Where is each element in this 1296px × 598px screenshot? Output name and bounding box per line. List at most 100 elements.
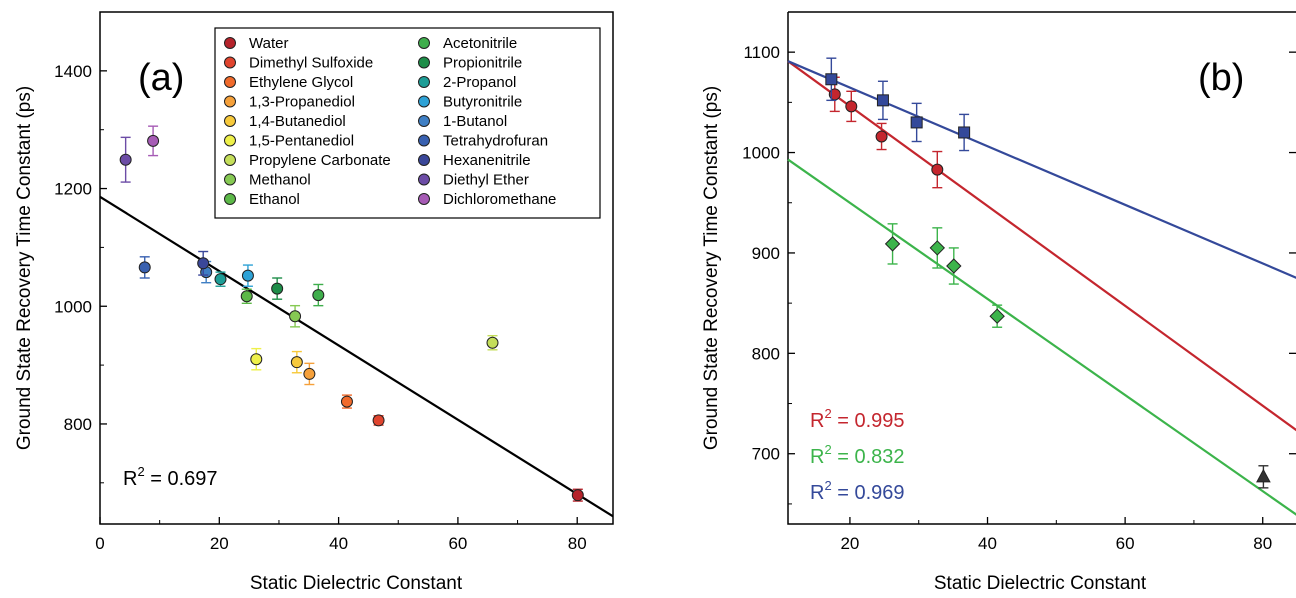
y-tick-label-b: 1000 (742, 144, 780, 163)
legend-marker (224, 95, 236, 108)
legend-marker (224, 56, 236, 69)
point-marker (931, 163, 944, 176)
legend-item: Hexanenitrile (418, 152, 531, 169)
point-marker (946, 258, 962, 274)
data-point-a (289, 304, 302, 328)
data-point-a (486, 334, 499, 351)
point-marker (312, 289, 325, 302)
r2-prefix: R (810, 410, 824, 432)
data-point-a (271, 277, 284, 300)
point-marker (845, 100, 858, 113)
legend-item: Ethanol (224, 191, 300, 208)
y-tick-label-b: 700 (752, 445, 780, 464)
point-marker (240, 290, 253, 303)
r2-exp: 2 (824, 406, 831, 421)
y-axis-title-b: Ground State Recovery Time Constant (ps) (701, 86, 722, 450)
x-tick-label-a: 20 (210, 534, 229, 553)
legend-item: Ethylene Glycol (224, 74, 353, 91)
point-marker (958, 126, 971, 139)
data-point-a (147, 125, 160, 157)
data-point-b (958, 113, 971, 152)
legend-item: Water (224, 35, 288, 52)
point-marker (250, 353, 263, 366)
y-tick-label-b: 800 (752, 344, 780, 363)
r2-exp: 2 (824, 442, 831, 457)
legend-label: Methanol (249, 172, 311, 189)
data-point-b (989, 304, 1005, 328)
point-marker (147, 134, 160, 147)
r2-annotation-b: R2 = 0.995 (810, 406, 905, 432)
legend-item: Tetrahydrofuran (418, 133, 548, 150)
legend-item: Butyronitrile (418, 94, 522, 111)
legend-label: 1,5-Pentanediol (249, 133, 354, 150)
r2-annotation-a: R2 = 0.697 (123, 464, 218, 490)
x-tick-label-b: 40 (978, 534, 997, 553)
legend-marker (418, 37, 430, 49)
legend-marker (224, 134, 236, 147)
legend-label: Dimethyl Sulfoxide (249, 55, 373, 72)
panel-label-b: (b) (1198, 57, 1244, 99)
x-tick-label-a: 40 (329, 534, 348, 553)
legend-marker (418, 56, 430, 69)
legend-marker (418, 193, 430, 205)
data-point-b (845, 90, 858, 123)
legend-marker (224, 37, 236, 49)
legend-marker (224, 76, 236, 88)
data-point-b (825, 57, 838, 102)
x-tick-label-b: 80 (1253, 534, 1272, 553)
legend-item: Dichloromethane (418, 191, 556, 208)
legend-label: Ethanol (249, 191, 300, 208)
point-marker (875, 130, 888, 143)
point-marker (119, 153, 132, 166)
legend-item: Dimethyl Sulfoxide (224, 55, 373, 72)
legend-item: Acetonitrile (418, 35, 517, 52)
fit-line-b (787, 158, 1296, 516)
data-point-b (946, 247, 962, 285)
legend-box (214, 27, 601, 219)
data-point-a (240, 288, 253, 305)
legend-label: Dichloromethane (443, 191, 556, 208)
legend-label: Hexanenitrile (443, 152, 531, 169)
legend-label: Acetonitrile (443, 35, 517, 52)
data-point-a (214, 271, 227, 287)
point-marker (138, 261, 151, 274)
legend-marker (418, 173, 430, 186)
legend-label: Propionitrile (443, 55, 522, 72)
point-marker (876, 94, 889, 107)
legend-label: Ethylene Glycol (249, 74, 353, 91)
ticks-b: 20 40 60 80 700 800 900 1000 1100 (742, 43, 1296, 553)
x-axis-title-a: Static Dielectric Constant (250, 573, 463, 594)
point-marker (214, 273, 227, 286)
point-marker (929, 240, 946, 256)
fit-line-b (787, 60, 1296, 432)
point-marker (486, 336, 499, 349)
data-point-b (929, 227, 946, 269)
legend: Water Dimethyl Sulfoxide Ethylene Glycol 1,… (224, 35, 556, 208)
fit-line-a (99, 195, 614, 518)
point-marker (271, 282, 284, 295)
point-marker (910, 116, 923, 129)
r2-exp: 2 (824, 478, 831, 493)
panel-label-a: (a) (138, 57, 184, 99)
data-point-a (340, 394, 353, 409)
y-tick-label-a: 1200 (54, 180, 92, 199)
data-point-a (290, 350, 303, 374)
legend-marker (418, 95, 430, 108)
r2-value: = 0.995 (832, 410, 905, 432)
x-tick-label-b: 60 (1116, 534, 1135, 553)
r2-a-exp: 2 (137, 464, 144, 479)
fit-lines-b (787, 60, 1296, 516)
point-marker (303, 367, 316, 380)
data-point-b (875, 122, 888, 151)
r2-a-value: = 0.697 (145, 468, 218, 490)
legend-item: 1,3-Propanediol (224, 94, 355, 111)
data-point-a (303, 362, 316, 386)
legend-item: 1-Butanol (418, 113, 507, 130)
legend-marker (224, 154, 236, 166)
data-point-a (119, 136, 132, 183)
x-axis-title-b: Static Dielectric Constant (934, 573, 1147, 594)
point-marker (241, 269, 254, 282)
